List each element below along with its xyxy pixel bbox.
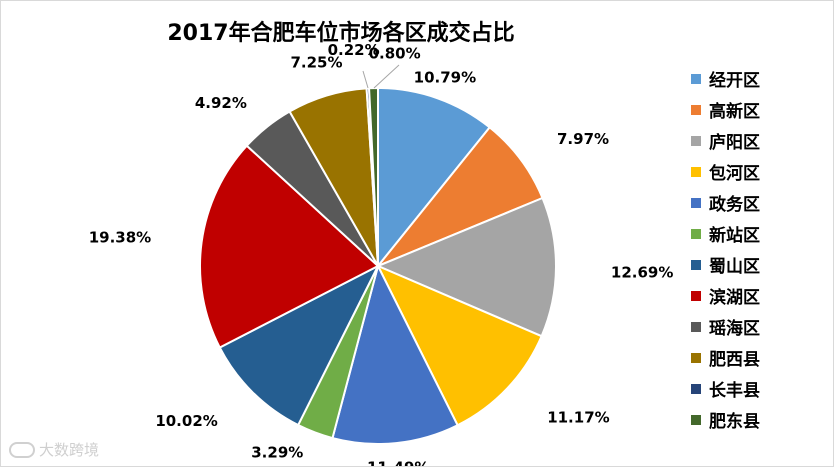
pie-slice-2 [377, 125, 544, 267]
data-label-9: 4.92% [195, 94, 247, 112]
legend-swatch [691, 259, 701, 270]
legend-item-5: 政务区 [691, 187, 821, 218]
legend-swatch [691, 73, 701, 84]
leader-line-1 [362, 70, 369, 89]
data-label-12: 0.80% [369, 45, 421, 63]
watermark-text: 大数跨境 [39, 441, 100, 459]
legend-label: 高新区 [709, 102, 760, 122]
pie-slice-3 [375, 196, 557, 338]
legend-item-8: 滨湖区 [691, 280, 821, 311]
data-label-11: 0.22% [328, 41, 380, 59]
legend-item-3: 庐阳区 [691, 125, 821, 156]
data-label-4: 11.17% [547, 408, 609, 426]
legend-swatch [691, 166, 701, 177]
legend-item-2: 高新区 [691, 94, 821, 125]
pie-chart: 10.79% 7.97% 12.69% 11.17% 11.49% 3.29% 10.02%… [89, 41, 674, 467]
pie-slice-5 [331, 263, 459, 445]
pie-slice-4 [375, 264, 543, 427]
watermark-logo-icon [9, 441, 35, 458]
data-label-3: 12.69% [611, 264, 673, 282]
data-label-1: 10.79% [414, 68, 476, 86]
legend-swatch [691, 228, 701, 239]
legend-swatch [691, 321, 701, 332]
legend-swatch [691, 352, 701, 363]
legend-swatch [691, 383, 701, 394]
data-label-10: 7.25% [290, 53, 342, 71]
chart-title: 2017年合肥车位市场各区成交占比 [167, 21, 515, 46]
leader-line-2 [373, 64, 400, 89]
pie-slice-12 [368, 86, 379, 267]
data-label-6: 3.29% [251, 443, 303, 461]
legend-item-10: 肥西县 [691, 342, 821, 373]
legend: 经开区高新区庐阳区包河区政务区新站区蜀山区滨湖区瑶海区肥西县长丰县肥东县 [691, 63, 821, 435]
watermark: 大数跨境 [9, 439, 99, 460]
legend-label: 庐阳区 [709, 133, 760, 153]
legend-label: 瑶海区 [709, 319, 760, 339]
legend-label: 长丰县 [709, 381, 760, 401]
legend-label: 包河区 [709, 164, 760, 184]
legend-label: 肥东县 [709, 412, 760, 432]
legend-label: 新站区 [709, 226, 760, 246]
legend-item-11: 长丰县 [691, 373, 821, 404]
data-label-7: 10.02% [155, 412, 217, 430]
legend-swatch [691, 290, 701, 301]
pie-slice-1 [377, 86, 492, 269]
legend-item-1: 经开区 [691, 63, 821, 94]
legend-swatch [691, 104, 701, 115]
pie-slice-8 [199, 144, 380, 349]
legend-swatch [691, 414, 701, 425]
legend-item-4: 包河区 [691, 156, 821, 187]
legend-swatch [691, 135, 701, 146]
legend-item-6: 新站区 [691, 218, 821, 249]
legend-item-7: 蜀山区 [691, 249, 821, 280]
data-label-8: 19.38% [89, 229, 151, 247]
data-label-5: 11.49% [367, 459, 429, 467]
legend-item-12: 肥东县 [691, 404, 821, 435]
legend-label: 滨湖区 [709, 288, 760, 308]
pie-slice-7 [218, 263, 381, 427]
legend-label: 蜀山区 [709, 257, 760, 277]
legend-item-9: 瑶海区 [691, 311, 821, 342]
legend-label: 政务区 [709, 195, 760, 215]
legend-label: 肥西县 [709, 350, 760, 370]
data-label-2: 7.97% [557, 130, 609, 148]
legend-label: 经开区 [709, 71, 760, 91]
legend-swatch [691, 197, 701, 208]
